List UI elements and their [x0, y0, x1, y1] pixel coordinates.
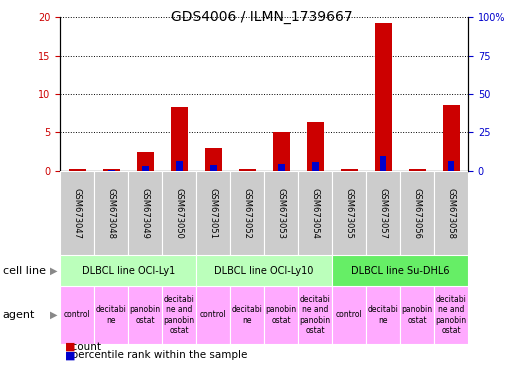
Bar [278, 164, 285, 171]
Bar [264, 286, 298, 344]
Text: ■: ■ [65, 342, 76, 352]
Bar [196, 171, 230, 255]
Bar [332, 286, 366, 344]
Bar [306, 122, 324, 171]
Bar [272, 132, 290, 171]
Text: decitabi
ne and
panobin
ostat: decitabi ne and panobin ostat [436, 295, 467, 335]
Bar [60, 286, 94, 344]
Bar [176, 161, 183, 171]
Bar [69, 169, 86, 171]
Text: control: control [64, 310, 90, 319]
Text: GSM673053: GSM673053 [277, 188, 286, 238]
Bar [434, 286, 468, 344]
Bar [434, 171, 468, 255]
Bar [408, 169, 426, 171]
Bar [340, 169, 358, 171]
Text: GSM673052: GSM673052 [243, 188, 252, 238]
Bar [196, 286, 230, 344]
Text: control: control [200, 310, 226, 319]
Bar [204, 148, 222, 171]
Text: decitabi
ne: decitabi ne [368, 305, 399, 324]
Text: ▶: ▶ [50, 266, 57, 276]
Text: cell line: cell line [3, 266, 46, 276]
Bar [442, 105, 460, 171]
Bar [94, 171, 128, 255]
Bar [60, 171, 94, 255]
Text: DLBCL line OCI-Ly1: DLBCL line OCI-Ly1 [82, 266, 175, 276]
Text: GSM673048: GSM673048 [107, 188, 116, 238]
Text: count: count [65, 342, 101, 352]
Text: GSM673057: GSM673057 [379, 188, 388, 238]
Text: GSM673047: GSM673047 [73, 188, 82, 238]
Text: DLBCL line OCI-Ly10: DLBCL line OCI-Ly10 [214, 266, 314, 276]
Text: decitabi
ne and
panobin
ostat: decitabi ne and panobin ostat [164, 295, 195, 335]
Text: DLBCL line Su-DHL6: DLBCL line Su-DHL6 [351, 266, 449, 276]
Text: panobin
ostat: panobin ostat [402, 305, 433, 324]
Text: GSM673054: GSM673054 [311, 188, 320, 238]
Text: ▶: ▶ [50, 310, 57, 320]
Text: decitabi
ne: decitabi ne [232, 305, 263, 324]
Bar [196, 255, 332, 286]
Text: GSM673051: GSM673051 [209, 188, 218, 238]
Text: panobin
ostat: panobin ostat [130, 305, 161, 324]
Text: control: control [336, 310, 362, 319]
Bar [137, 152, 154, 171]
Text: panobin
ostat: panobin ostat [266, 305, 297, 324]
Text: GSM673050: GSM673050 [175, 188, 184, 238]
Text: decitabi
ne and
panobin
ostat: decitabi ne and panobin ostat [300, 295, 331, 335]
Bar [128, 286, 162, 344]
Bar [400, 286, 434, 344]
Bar [380, 156, 386, 171]
Bar [60, 255, 196, 286]
Bar [142, 166, 149, 171]
Bar [238, 169, 256, 171]
Bar [312, 162, 319, 171]
Text: percentile rank within the sample: percentile rank within the sample [65, 350, 248, 360]
Bar [400, 171, 434, 255]
Bar [230, 286, 264, 344]
Bar [170, 107, 188, 171]
Bar [366, 286, 400, 344]
Text: agent: agent [3, 310, 35, 320]
Text: GSM673055: GSM673055 [345, 188, 354, 238]
Bar [264, 171, 298, 255]
Text: GSM673056: GSM673056 [413, 188, 422, 238]
Text: GDS4006 / ILMN_1739667: GDS4006 / ILMN_1739667 [170, 10, 353, 23]
Text: GSM673058: GSM673058 [447, 188, 456, 238]
Text: ■: ■ [65, 350, 76, 360]
Bar [448, 161, 454, 171]
Bar [94, 286, 128, 344]
Bar [162, 171, 196, 255]
Bar [366, 171, 400, 255]
Bar [108, 170, 115, 171]
Bar [332, 255, 468, 286]
Bar [374, 23, 392, 171]
Bar [103, 169, 120, 171]
Text: GSM673049: GSM673049 [141, 188, 150, 238]
Bar [332, 171, 366, 255]
Bar [230, 171, 264, 255]
Bar [298, 286, 332, 344]
Bar [162, 286, 196, 344]
Text: decitabi
ne: decitabi ne [96, 305, 127, 324]
Bar [210, 165, 217, 171]
Bar [298, 171, 332, 255]
Bar [128, 171, 162, 255]
